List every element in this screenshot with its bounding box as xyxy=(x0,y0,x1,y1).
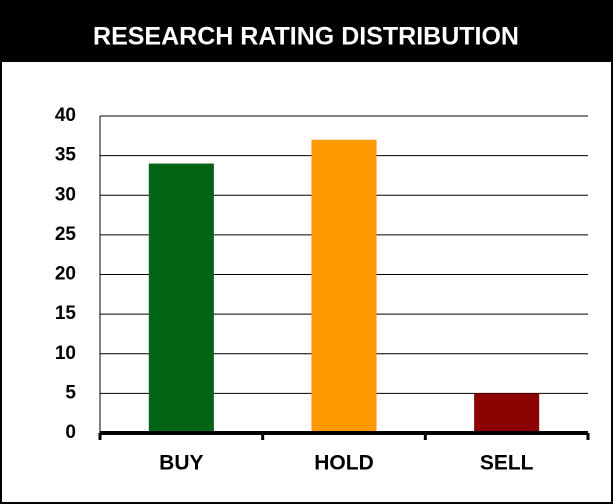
y-tick-label: 30 xyxy=(55,184,76,205)
chart-title: RESEARCH RATING DISTRIBUTION xyxy=(93,23,519,51)
y-tick-label: 5 xyxy=(65,382,76,403)
header-band xyxy=(0,0,613,62)
x-tick-label: HOLD xyxy=(314,452,374,475)
x-tick-label: BUY xyxy=(159,452,203,475)
bar xyxy=(311,139,377,433)
x-tick-label: SELL xyxy=(480,452,534,475)
y-tick-label: 10 xyxy=(55,343,76,364)
bar xyxy=(474,393,540,433)
y-tick-label: 15 xyxy=(55,303,77,324)
y-tick-label: 35 xyxy=(55,145,77,166)
y-tick-label: 0 xyxy=(65,422,76,443)
y-tick-label: 20 xyxy=(55,264,76,285)
bar xyxy=(148,163,214,434)
y-tick-label: 40 xyxy=(55,105,76,126)
y-tick-label: 25 xyxy=(55,224,77,245)
